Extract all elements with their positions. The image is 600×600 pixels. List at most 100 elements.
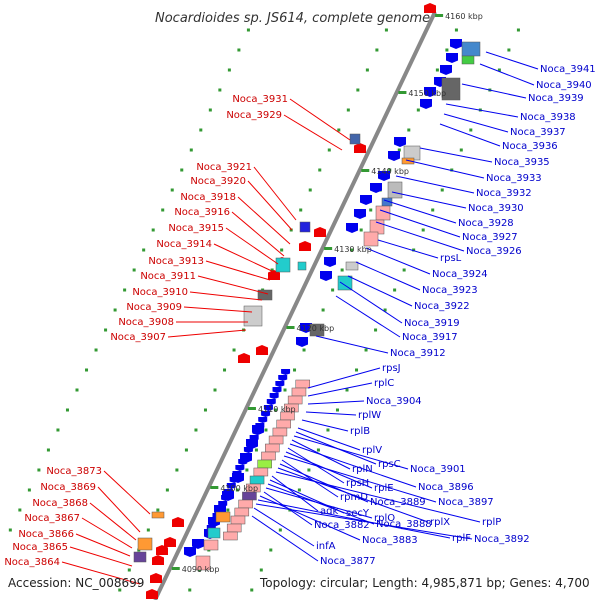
gene-label: Noca_3914	[156, 239, 212, 250]
label-callout-line	[213, 243, 275, 273]
ribosomal-gene-box	[226, 523, 242, 533]
gene-label: Noca_3888	[376, 519, 432, 530]
tick-dot	[335, 408, 339, 412]
tick-dot	[454, 28, 458, 32]
tick-dot	[355, 368, 359, 372]
tick-dot	[232, 348, 236, 352]
ribosomal-gene-box	[261, 451, 276, 461]
accession-text: Accession: NC_008699	[8, 576, 144, 590]
tick-dot	[402, 268, 406, 272]
tick-dot	[161, 208, 165, 212]
reverse-gene-arrow	[235, 465, 245, 471]
tick-dot	[407, 128, 411, 132]
label-callout-line	[265, 487, 373, 519]
tick-dot	[85, 368, 89, 372]
gene-label: Noca_3938	[520, 112, 576, 123]
gene-label: rpmD	[340, 492, 368, 503]
kbp-tick-mark	[435, 14, 444, 17]
gene-label: rpsL	[440, 253, 462, 264]
reverse-gene-arrow	[388, 151, 400, 161]
tick-dot	[18, 508, 22, 512]
tick-dot	[113, 308, 117, 312]
tick-dot	[270, 268, 274, 272]
reverse-gene-arrow	[275, 381, 285, 387]
tick-dot	[170, 188, 174, 192]
gene-label: Noca_3866	[18, 529, 74, 540]
ribosomal-gene-box	[230, 515, 246, 525]
reverse-gene-arrow	[184, 547, 196, 557]
label-callout-line	[289, 98, 351, 141]
tick-dot	[375, 48, 379, 52]
label-callout-line	[289, 443, 417, 488]
tick-dot	[27, 488, 31, 492]
tick-dot	[516, 28, 520, 32]
label-callout-line	[103, 470, 151, 515]
label-callout-line	[405, 159, 485, 179]
gene-label: Noca_3924	[432, 269, 488, 280]
gene-label: Noca_3920	[190, 176, 246, 187]
reverse-gene-arrow	[324, 257, 336, 267]
label-callout-line	[275, 471, 481, 523]
forward-gene-arrow	[299, 241, 311, 251]
gene-label: Noca_3908	[118, 317, 174, 328]
gene-label: Noca_3919	[404, 318, 460, 329]
gene-label: rplN	[352, 464, 373, 475]
kbp-tick-mark	[247, 407, 256, 410]
label-callout-line	[205, 260, 271, 281]
gene-label: rplE	[374, 483, 394, 494]
kbp-tick-label: 4160 kbp	[445, 12, 483, 21]
reverse-gene-arrow	[241, 453, 251, 459]
gene-label: infA	[316, 541, 336, 552]
label-callout-line	[247, 180, 293, 231]
tick-dot	[435, 68, 439, 72]
tick-dot	[318, 168, 322, 172]
gene-feature-box	[401, 157, 415, 165]
tick-dot	[393, 288, 397, 292]
tick-dot	[369, 208, 373, 212]
tick-dot	[259, 568, 263, 572]
gene-label: rplC	[374, 378, 394, 389]
gene-label: Noca_3941	[540, 64, 596, 75]
tick-dot	[416, 108, 420, 112]
label-callout-line	[335, 295, 401, 338]
tick-dot	[8, 528, 12, 532]
label-callout-line	[253, 166, 297, 221]
gene-label: Noca_3904	[366, 396, 422, 407]
label-callout-line	[355, 261, 421, 291]
tick-dot	[264, 428, 268, 432]
label-callout-line	[253, 507, 315, 547]
label-callout-line	[61, 561, 141, 585]
kbp-tick-mark	[398, 91, 407, 94]
reverse-gene-arrow	[296, 337, 308, 347]
gene-label: Noca_3869	[40, 482, 96, 493]
gene-label: Noca_3917	[402, 332, 458, 343]
reverse-gene-arrow	[218, 501, 228, 507]
reverse-gene-arrow	[263, 405, 273, 411]
gene-label: rplB	[350, 426, 370, 437]
label-callout-line	[315, 335, 389, 354]
gene-label: Noca_3867	[24, 513, 80, 524]
label-callout-line	[81, 517, 133, 549]
tick-dot	[280, 248, 284, 252]
gene-label: Noca_3922	[414, 301, 470, 312]
gene-label: rplF	[452, 533, 471, 544]
kbp-tick-label: 4120 kbp	[297, 324, 335, 333]
label-callout-line	[379, 209, 461, 238]
reverse-gene-arrow	[394, 137, 406, 147]
label-callout-line	[281, 459, 339, 498]
tick-dot	[254, 448, 258, 452]
label-callout-line	[395, 175, 475, 194]
forward-gene-arrow	[424, 3, 436, 13]
gene-label: Noca_3913	[148, 256, 204, 267]
label-callout-line	[485, 51, 539, 70]
gene-label: Noca_3937	[510, 127, 566, 138]
label-callout-line	[479, 63, 535, 86]
reverse-gene-arrow	[238, 459, 248, 465]
ribosomal-gene-box	[272, 427, 288, 437]
ribosomal-gene-box	[242, 491, 257, 501]
reverse-gene-arrow	[215, 507, 225, 513]
gene-labels: Noca_3931 Noca_3929 Noca_3921 Noca_3920 Noca…	[4, 64, 595, 568]
gene-label: Noca_3909	[126, 302, 182, 313]
gene-label: Noca_3921	[196, 162, 252, 173]
